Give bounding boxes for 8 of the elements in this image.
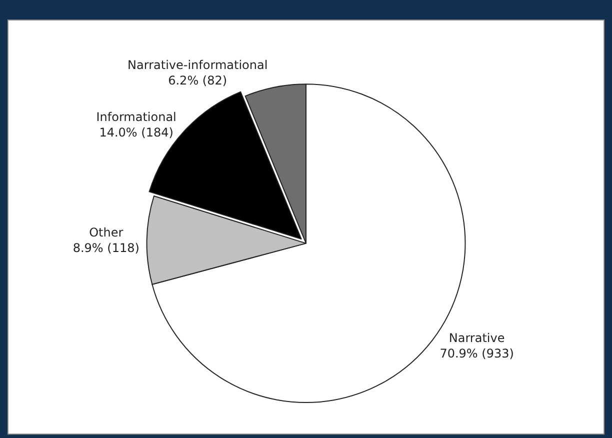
slice-label: Narrative-informational — [128, 58, 268, 72]
slice-label: Informational — [96, 110, 176, 124]
data-label: 6.2% (82) — [168, 74, 228, 88]
data-label: 70.9% (933) — [440, 346, 514, 361]
data-label: 14.0% (184) — [99, 126, 174, 140]
slice-label: Other — [89, 225, 124, 240]
slice-label: Narrative — [448, 330, 505, 345]
data-label: 8.9% (118) — [72, 240, 140, 255]
